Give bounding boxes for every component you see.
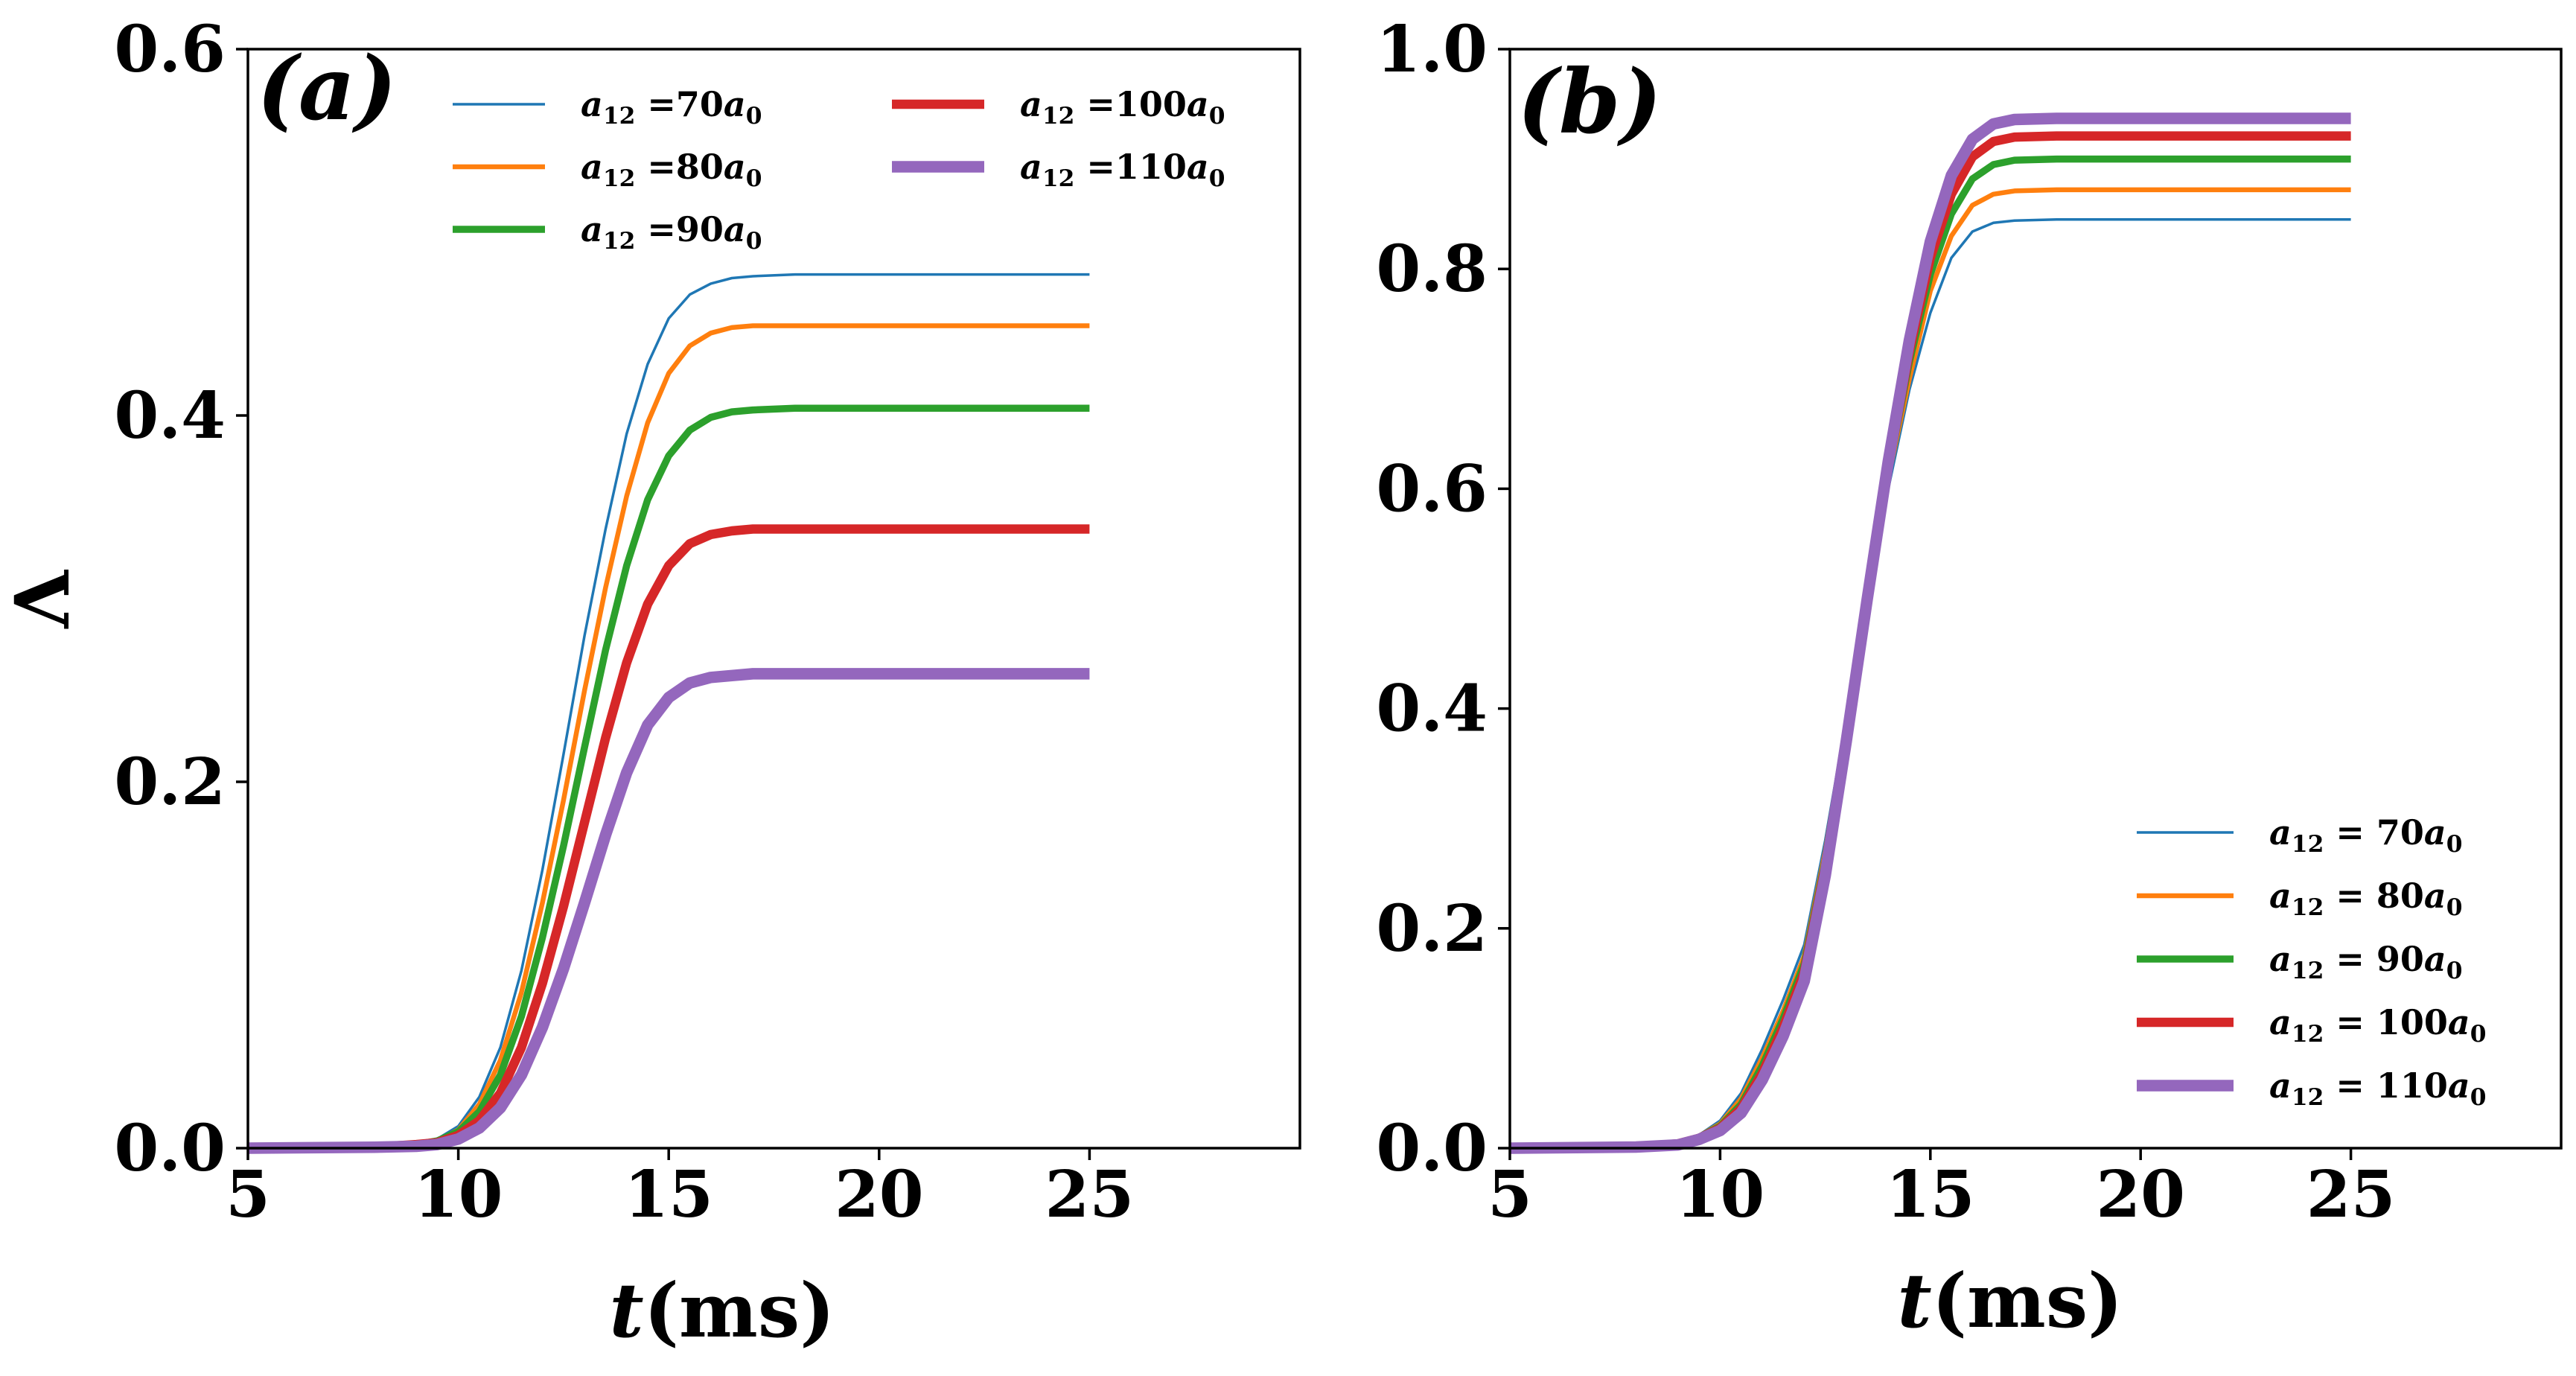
series-line-1 — [247, 273, 1090, 1150]
y-tick-label: 0.0 — [1376, 1111, 1488, 1186]
y-tick-label: 0.8 — [1376, 232, 1488, 307]
x-tick-label: 20 — [2096, 1157, 2185, 1232]
legend-label-5: a12 =110a0 — [1020, 147, 1225, 192]
panel-b-label: (b) — [1517, 50, 1662, 153]
panel-a-x-axis-label: t(ms) — [610, 1267, 835, 1354]
legend-label-2: a12 = 80a0 — [2269, 876, 2463, 921]
x-tick-label: 10 — [414, 1157, 503, 1232]
legend-label-1: a12 = 70a0 — [2269, 812, 2463, 858]
legend-label-3: a12 =90a0 — [581, 209, 762, 255]
panel-b-legend: a12 = 70a0 a12 = 80a0 a12 = 90a0 a12 = 100a… — [2137, 812, 2487, 1111]
x-tick-label: 15 — [624, 1157, 713, 1232]
panel-b-ticks: 5 10 15 20 25 0.0 0.2 0.4 0.6 0.8 1.0 — [1376, 12, 2395, 1232]
legend-label-4: a12 = 100a0 — [2269, 1002, 2487, 1048]
panel-a-frame — [246, 48, 1301, 1150]
y-tick-label: 0.4 — [1376, 672, 1488, 747]
x-tick-label: 25 — [1045, 1157, 1135, 1232]
panel-a-series-layer — [247, 273, 1090, 1154]
panel-a-ticks: 5 10 15 20 25 0.0 0.2 0.4 0.6 — [114, 12, 1134, 1232]
panel-b-frame — [1508, 48, 2563, 1150]
panel-a-y-axis-label: Λ — [0, 570, 86, 629]
x-tick-label: 15 — [1886, 1157, 1975, 1232]
x-tick-label: 10 — [1676, 1157, 1765, 1232]
legend-label-2: a12 =80a0 — [581, 147, 762, 192]
y-tick-label: 0.6 — [114, 12, 226, 87]
y-tick-label: 1.0 — [1376, 12, 1488, 87]
series-line-5 — [1509, 112, 2351, 1154]
y-tick-label: 0.2 — [1376, 891, 1488, 966]
legend-label-1: a12 =70a0 — [581, 84, 762, 130]
legend-label-3: a12 = 90a0 — [2269, 939, 2463, 984]
y-tick-label: 0.2 — [114, 745, 226, 820]
y-tick-label: 0.6 — [1376, 451, 1488, 526]
chart-panel-a: 5 10 15 20 25 0.0 0.2 0.4 0.6 (a) t(ms) Λ a12 =7… — [0, 12, 1301, 1354]
panel-b-series-layer — [1509, 112, 2351, 1154]
chart-panel-b: 5 10 15 20 25 0.0 0.2 0.4 0.6 0.8 1.0 (b) t(ms) a1… — [1376, 12, 2563, 1345]
panel-b-x-axis-label: t(ms) — [1898, 1257, 2123, 1345]
y-tick-label: 0.0 — [114, 1111, 226, 1186]
series-line-5 — [247, 668, 1090, 1154]
y-tick-label: 0.4 — [114, 378, 226, 453]
panel-a-label: (a) — [257, 36, 397, 140]
legend-label-4: a12 =100a0 — [1020, 84, 1225, 130]
panel-a-legend: a12 =70a0 a12 =80a0 a12 =90a0 a12 =100a0 a12… — [453, 84, 1225, 255]
x-tick-label: 5 — [226, 1157, 270, 1232]
legend-label-5: a12 = 110a0 — [2269, 1066, 2487, 1111]
x-tick-label: 5 — [1488, 1157, 1532, 1232]
x-tick-label: 20 — [835, 1157, 924, 1232]
x-tick-label: 25 — [2306, 1157, 2396, 1232]
